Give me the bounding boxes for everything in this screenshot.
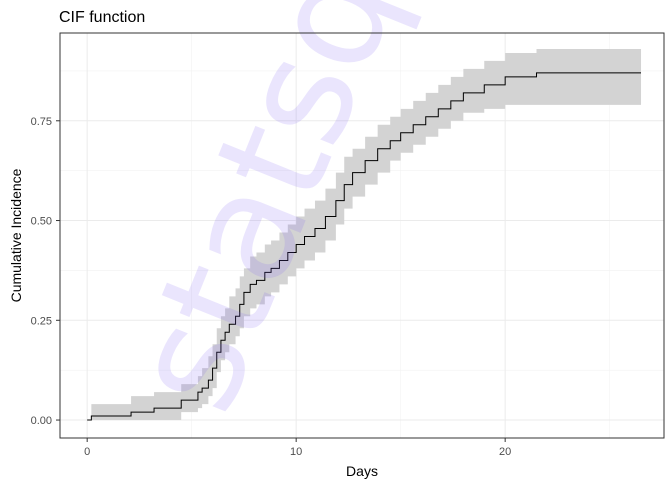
confidence-band-layer: [87, 48, 642, 421]
cif-step-line: [87, 72, 642, 421]
y-tick-label: 0.25: [31, 315, 52, 327]
cif-line-layer: [87, 72, 642, 421]
x-tick-label: 0: [84, 446, 90, 458]
x-axis-title: Days: [346, 463, 378, 479]
y-tick-label: 0.00: [31, 415, 52, 427]
chart-title: CIF function: [59, 9, 145, 26]
panel-border: [59, 32, 665, 439]
y-axis-title: Cumulative Incidence: [8, 168, 24, 302]
y-tick-label: 0.50: [31, 216, 52, 228]
y-axis: 0.00 0.25 0.50 0.75: [31, 116, 60, 427]
x-axis: 0 10 20: [84, 438, 511, 458]
x-tick-label: 20: [499, 446, 511, 458]
y-tick-label: 0.75: [31, 116, 52, 128]
x-tick-label: 10: [290, 446, 302, 458]
confidence-band: [87, 48, 642, 421]
